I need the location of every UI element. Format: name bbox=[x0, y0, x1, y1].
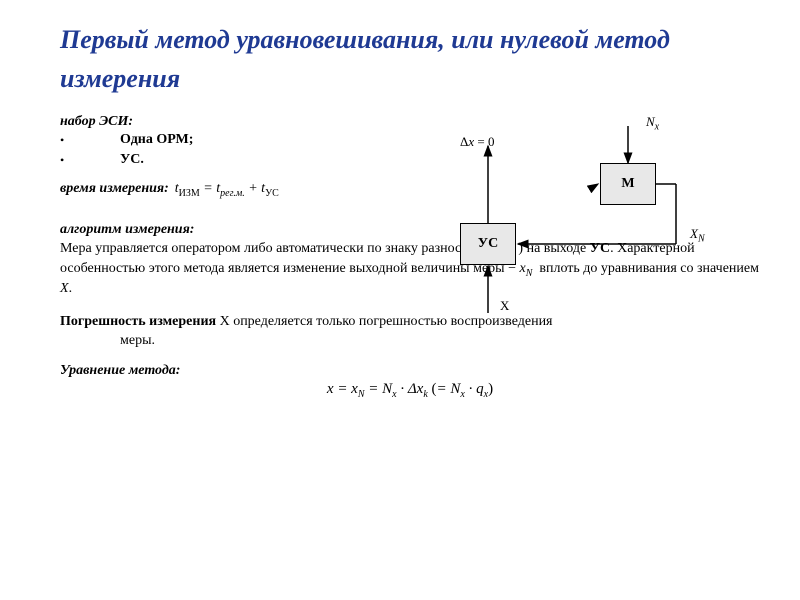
diagram-lines bbox=[400, 108, 740, 328]
time-label: время измерения: bbox=[60, 181, 169, 197]
box-us: УС bbox=[460, 223, 516, 265]
equation-section: Уравнение метода: x = xN = Nx · Δxk (= N… bbox=[60, 363, 760, 400]
label-nx: Nx bbox=[646, 114, 659, 133]
box-m: М bbox=[600, 163, 656, 205]
label-x: X bbox=[500, 298, 509, 314]
label-xn: XN bbox=[690, 226, 705, 245]
error-label: Погрешность измерения bbox=[60, 314, 216, 329]
equation-formula: x = xN = Nx · Δxk (= Nx · qx) bbox=[60, 381, 760, 400]
label-deltax: Δx = 0 bbox=[460, 134, 495, 150]
time-formula: tИЗМ = tрег.м. + tУС bbox=[175, 181, 279, 199]
page-title: Первый метод уравновешивания, или нулево… bbox=[60, 20, 760, 98]
set-label: набор ЭСИ: bbox=[60, 114, 133, 129]
equation-label: Уравнение метода: bbox=[60, 363, 180, 378]
block-diagram: М УС Nx Δx = 0 XN X bbox=[400, 108, 740, 328]
error-text-2: меры. bbox=[60, 333, 155, 348]
algorithm-label: алгоритм измерения: bbox=[60, 222, 194, 237]
